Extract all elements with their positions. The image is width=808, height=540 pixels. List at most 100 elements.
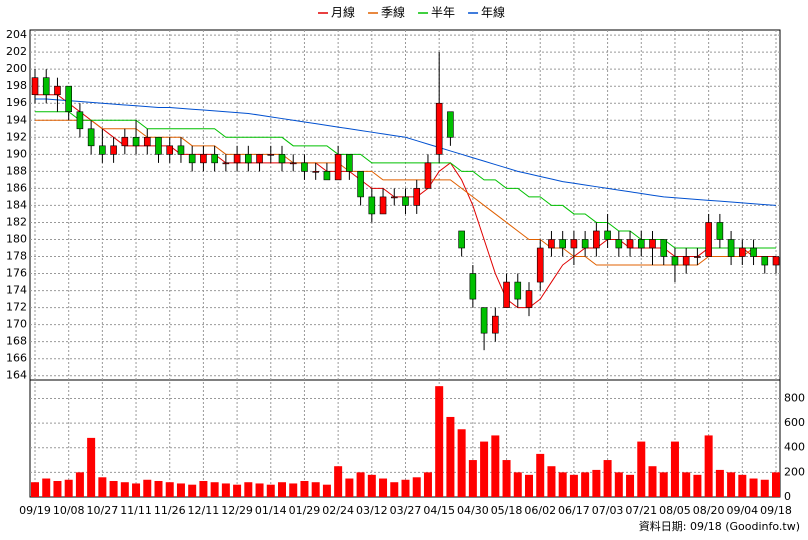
volume-bar bbox=[614, 472, 623, 497]
legend-label: 年線 bbox=[481, 5, 505, 20]
volume-bar bbox=[199, 480, 208, 497]
volume-bar bbox=[525, 474, 533, 497]
candle-body bbox=[615, 239, 623, 249]
source-note: 資料日期: 09/18 (Goodinfo.tw) bbox=[639, 519, 800, 533]
volume-bar bbox=[513, 472, 522, 497]
y2-tick-label: 600 bbox=[784, 416, 805, 429]
candle-body bbox=[200, 154, 207, 164]
volume-bar bbox=[715, 469, 724, 497]
y2-tick-label: 200 bbox=[784, 465, 805, 478]
candle-body bbox=[390, 196, 398, 199]
candle-body bbox=[31, 77, 39, 96]
x-tick-label: 11/26 bbox=[154, 504, 186, 517]
y-tick-label: 170 bbox=[6, 318, 27, 331]
volume-bar bbox=[502, 460, 511, 497]
y-tick-label: 168 bbox=[6, 335, 27, 348]
y-tick-label: 184 bbox=[6, 198, 27, 211]
y-tick-label: 186 bbox=[6, 181, 27, 194]
candle-body bbox=[346, 154, 353, 172]
volume-bar bbox=[772, 472, 780, 497]
candle-body bbox=[166, 145, 174, 155]
volume-bar bbox=[446, 416, 455, 497]
y-tick-label: 176 bbox=[6, 267, 27, 280]
volume-bar bbox=[345, 478, 354, 497]
volume-bar bbox=[693, 474, 702, 497]
candle-body bbox=[570, 239, 578, 249]
candle-body bbox=[536, 247, 544, 283]
x-tick-label: 05/18 bbox=[491, 504, 523, 517]
x-tick-label: 03/12 bbox=[356, 504, 388, 517]
volume-bar bbox=[659, 472, 668, 497]
volume-bar bbox=[42, 478, 51, 497]
x-tick-label: 08/20 bbox=[693, 504, 725, 517]
candle-body bbox=[42, 77, 50, 96]
volume-bar bbox=[367, 474, 376, 497]
volume-bar bbox=[670, 441, 679, 497]
volume-bar bbox=[401, 479, 410, 497]
volume-bar bbox=[536, 453, 545, 497]
volume-bar bbox=[648, 466, 657, 497]
x-tick-label: 12/29 bbox=[221, 504, 253, 517]
x-tick-label: 06/02 bbox=[524, 504, 556, 517]
volume-bar bbox=[760, 479, 769, 497]
volume-bar bbox=[558, 472, 567, 497]
candle-body bbox=[222, 162, 230, 165]
volume-bar bbox=[221, 483, 230, 497]
volume-bar bbox=[244, 482, 253, 497]
x-tick-label: 01/29 bbox=[289, 504, 321, 517]
candle-body bbox=[593, 230, 600, 249]
candle-body bbox=[548, 239, 555, 249]
volume-bar bbox=[132, 483, 141, 497]
volume-bar bbox=[637, 441, 646, 497]
volume-bar bbox=[188, 484, 197, 497]
legend-label: 月線 bbox=[331, 5, 355, 20]
volume-bar bbox=[468, 460, 477, 497]
candle-body bbox=[761, 256, 769, 266]
y-tick-label: 198 bbox=[6, 79, 27, 92]
candle-body bbox=[267, 154, 275, 156]
volume-bar bbox=[120, 482, 129, 497]
candle-body bbox=[694, 256, 701, 258]
candle-body bbox=[110, 145, 117, 155]
candle-body bbox=[458, 230, 465, 249]
candle-body bbox=[750, 247, 757, 257]
y2-tick-label: 400 bbox=[784, 441, 805, 454]
candle-body bbox=[368, 196, 376, 215]
candle-body bbox=[379, 196, 387, 215]
volume-bar bbox=[278, 482, 286, 497]
volume-bar bbox=[300, 480, 309, 497]
volume-bar bbox=[592, 469, 601, 497]
x-tick-label: 09/04 bbox=[726, 504, 758, 517]
volume-bar bbox=[749, 478, 758, 497]
volume-bar bbox=[143, 479, 152, 497]
volume-bar bbox=[98, 477, 107, 497]
volume-bar bbox=[390, 482, 399, 497]
candle-body bbox=[301, 162, 308, 172]
y-tick-label: 172 bbox=[6, 301, 27, 314]
y-tick-label: 164 bbox=[6, 369, 27, 382]
volume-bar bbox=[423, 472, 432, 497]
volume-bar bbox=[547, 466, 556, 497]
x-tick-label: 07/21 bbox=[625, 504, 657, 517]
candle-body bbox=[682, 256, 690, 266]
volume-bar bbox=[210, 482, 219, 497]
candle-body bbox=[334, 154, 342, 181]
candle-body bbox=[492, 315, 499, 334]
x-tick-label: 12/11 bbox=[188, 504, 220, 517]
candle-body bbox=[177, 145, 185, 155]
x-tick-label: 03/27 bbox=[390, 504, 422, 517]
x-tick-label: 04/15 bbox=[423, 504, 455, 517]
y-tick-label: 196 bbox=[6, 96, 27, 109]
candle-body bbox=[312, 171, 319, 173]
volume-bar bbox=[233, 484, 242, 497]
x-tick-label: 10/08 bbox=[53, 504, 85, 517]
volume-bar bbox=[569, 474, 578, 497]
candle-body bbox=[121, 136, 129, 147]
candle-body bbox=[54, 85, 61, 96]
candle-body bbox=[514, 281, 522, 300]
volume-bar bbox=[87, 437, 96, 497]
volume-bar bbox=[603, 460, 612, 497]
x-tick-label: 08/05 bbox=[659, 504, 691, 517]
y-tick-label: 192 bbox=[6, 130, 27, 143]
